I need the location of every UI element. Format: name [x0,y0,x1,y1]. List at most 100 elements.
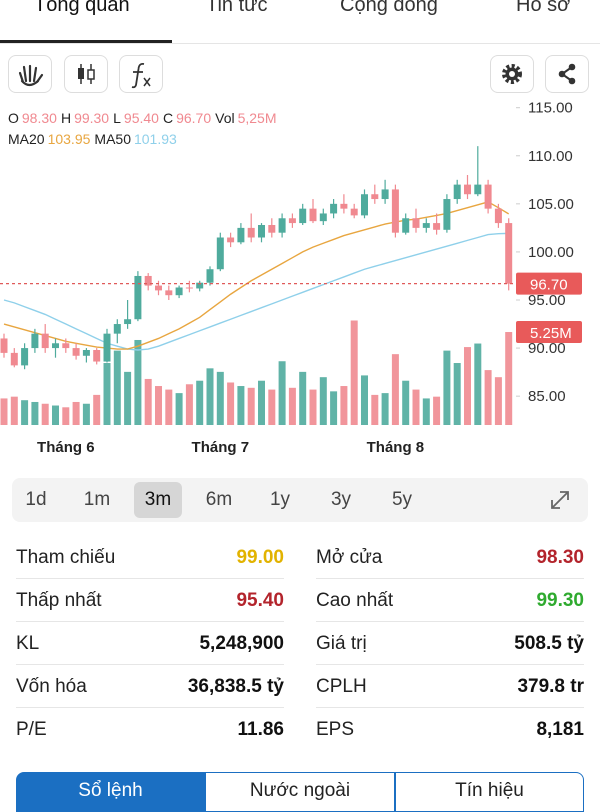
y-tick-label: 115.00 [528,100,573,117]
candle-body [258,225,265,238]
volume-bar [381,393,389,425]
candle-body [319,213,327,222]
legend-value: 103.95 [47,131,91,147]
stat-value: 5,248,900 [199,633,284,654]
candle-body [0,338,8,353]
ohlc-legend: O 98.30 H 99.30 L 95.40 C 96.70 Vol 5,25M [8,110,281,126]
stat-value: 379.8 tr [517,676,584,697]
volume-bar [93,394,101,425]
legend-label: L [113,110,121,126]
candle-body [288,218,296,224]
row-separator [16,578,284,579]
candle-body [330,203,338,214]
candle-body [175,287,183,296]
volume-bar [278,361,286,425]
tab[interactable]: Cộng đồng [340,0,438,16]
expand-icon[interactable] [548,488,572,512]
volume-bar [299,371,307,425]
stat-row: Vốn hóa 36,838.5 tỷ CPLH 379.8 tr [0,665,600,708]
candle-button[interactable] [64,55,108,93]
volume-bar [21,400,29,425]
candle-body [494,208,502,224]
timeframe-option[interactable]: 1y [269,489,291,510]
x-tick-label: Tháng 8 [367,439,425,456]
timeframe-option[interactable]: 6m [205,489,233,510]
candle-body [62,343,70,349]
candle-body [52,343,59,349]
stat-label: EPS [316,719,355,740]
candle-body [464,184,471,195]
volume-bar [391,354,399,425]
volume-bar [268,389,276,425]
legend-label: Vol [215,110,235,126]
stat-row: Tham chiếu 99.00 Mở cửa 98.30 [0,536,600,579]
y-tick-label: 100.00 [528,244,574,261]
ma-legend: MA20 103.95 MA50 101.93 [8,131,181,147]
ma20-line [3,201,510,350]
stat-label: KL [16,633,40,654]
volume-bar [103,363,111,425]
volume-bar [361,375,368,425]
candle-icon [78,64,95,84]
candle-body [299,208,307,224]
timeframe-option[interactable]: 1m [83,489,111,510]
share-button[interactable] [545,55,589,93]
volume-bar [134,339,142,425]
candle-body [453,184,461,200]
volume-bar [474,343,482,425]
x-tick-label: Tháng 7 [192,439,250,456]
draw-button[interactable] [8,55,52,93]
legend-label: H [60,110,72,126]
stat-value: 99.00 [236,547,284,568]
volume-bar [340,386,348,425]
bottom-tab[interactable]: Nước ngoài [205,772,395,812]
timeframe-option[interactable]: 5y [391,489,413,510]
volume-bar [62,407,70,425]
candle-body [309,208,317,222]
volume-bar [505,332,513,425]
stat-row: P/E 11.86 EPS 8,181 [0,708,600,751]
bottom-tab[interactable]: Sổ lệnh [16,772,205,812]
tab[interactable]: Hồ sơ [516,0,571,16]
y-tick-label: 95.00 [528,292,566,309]
gear-icon [502,64,522,84]
stat-value: 11.86 [237,719,285,740]
stat-label: Mở cửa [316,547,383,568]
volume-bar [494,377,502,425]
divider [0,43,600,44]
candle-body [124,319,132,325]
candle-body [484,184,492,209]
candle-body [361,194,368,216]
stat-label: P/E [16,719,47,740]
candle-body [21,348,29,366]
volume-bar [0,398,8,425]
candle-body [474,184,482,195]
last-price-label: 96.70 [530,277,568,294]
row-separator [316,707,584,708]
candle-body [227,237,235,243]
candle-body [391,189,399,233]
candle-body [93,350,101,362]
timeframe-option[interactable]: 3m [134,482,182,518]
settings-button[interactable] [490,55,534,93]
row-separator [16,621,284,622]
tab[interactable]: Tin tức [206,0,268,16]
volume-bar [82,403,90,425]
indicator-button[interactable] [119,55,163,93]
candle-body [155,285,162,291]
volume-bar [258,380,265,425]
volume-bar [402,380,410,425]
legend-label: C [162,110,174,126]
bottom-tab[interactable]: Tín hiệu [395,772,584,812]
timeframe-option[interactable]: 1d [25,489,47,510]
candle-body [10,352,18,366]
tab[interactable]: Tổng quan [34,0,130,16]
legend-value: 96.70 [176,110,212,126]
legend-value: 98.30 [21,110,57,126]
timeframe-bar: 1d 1m 3m 6m 1y 3y 5y [12,478,588,522]
volume-bar [288,387,296,425]
share-icon [558,63,576,85]
timeframe-option[interactable]: 3y [330,489,352,510]
candle-body [350,208,358,216]
